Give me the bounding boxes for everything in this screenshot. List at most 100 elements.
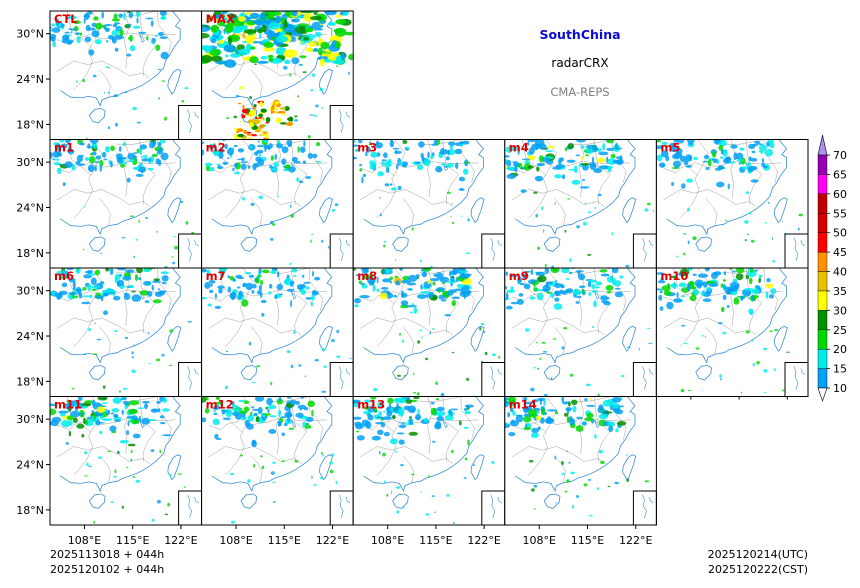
member-label: CTL <box>54 12 78 26</box>
lat-tick-label: 24°N <box>16 202 44 215</box>
lon-tick-label: 122°E <box>164 534 197 547</box>
colorbar-swatch <box>817 213 828 233</box>
lon-tick-label: 108°E <box>219 534 252 547</box>
coastline <box>211 11 333 107</box>
scs-inset <box>632 490 657 526</box>
radar-echo <box>201 396 341 524</box>
scs-inset <box>178 362 203 397</box>
member-label: m4 <box>509 141 529 155</box>
member-label: m6 <box>54 269 74 283</box>
radar-echo <box>201 139 345 266</box>
member-label: m14 <box>509 398 537 412</box>
radar-echo <box>50 11 196 139</box>
colorbar-label: 35 <box>833 285 847 298</box>
member-label: m1 <box>54 141 74 155</box>
member-label: m3 <box>357 141 377 155</box>
scs-inset <box>178 490 203 526</box>
colorbar-swatch <box>817 271 828 292</box>
system-label: CMA-REPS <box>550 85 609 99</box>
colorbar-swatch <box>817 251 828 272</box>
lon-tick-label: 115°E <box>571 534 604 547</box>
map-panel-max: MAX <box>201 10 354 140</box>
map-panel-m1: m1 <box>49 139 203 269</box>
map-panel-ctl: CTL <box>49 10 203 140</box>
colorbar-swatch <box>817 310 828 330</box>
scs-inset <box>481 362 506 397</box>
region-title: SouthChina <box>539 27 620 42</box>
scs-inset <box>784 362 809 397</box>
lat-tick-label: 18°N <box>16 247 44 260</box>
lon-tick-label: 122°E <box>467 534 500 547</box>
radar-echo <box>504 268 655 396</box>
member-label: m12 <box>206 398 234 412</box>
lon-tick-label: 115°E <box>268 534 301 547</box>
member-label: m8 <box>357 269 377 283</box>
colorbar-swatch <box>817 154 828 175</box>
member-label: m5 <box>660 141 680 155</box>
lon-tick-label: 108°E <box>68 534 101 547</box>
scs-inset <box>329 105 354 140</box>
map-panel-m9: m9 <box>504 267 657 397</box>
lat-tick-label: 24°N <box>16 330 44 343</box>
scs-inset <box>329 362 354 397</box>
lat-tick-label: 30°N <box>16 285 44 298</box>
map-panel-m10: m10 <box>655 267 809 397</box>
radar-echo <box>656 139 803 263</box>
map-panel-m5: m5 <box>655 139 809 269</box>
map-panel-m14: m14 <box>504 396 657 526</box>
colorbar-swatch <box>817 368 828 389</box>
map-panel-m12: m12 <box>201 396 354 526</box>
variable-title: radarCRX <box>551 56 608 70</box>
lat-tick-label: 30°N <box>16 156 44 169</box>
colorbar-label: 20 <box>833 343 847 356</box>
map-panel-m6: m6 <box>49 267 203 397</box>
colorbar-label: 45 <box>833 246 847 259</box>
coastline <box>363 268 484 364</box>
colorbar-swatch <box>817 290 828 311</box>
lon-tick-label: 115°E <box>116 534 149 547</box>
lon-tick-label: 108°E <box>523 534 556 547</box>
scs-inset <box>481 233 506 269</box>
member-label: MAX <box>206 12 235 26</box>
scs-inset <box>784 233 809 269</box>
map-panel-m4: m4 <box>504 139 657 269</box>
lat-tick-label: 30°N <box>16 413 44 426</box>
radar-echo <box>353 268 501 396</box>
radar-echo <box>504 139 655 268</box>
map-panel-m13: m13 <box>352 396 506 526</box>
scs-inset <box>329 490 354 526</box>
radar-echo <box>50 139 201 268</box>
valid-time-cst: 2025120222(CST) <box>708 563 808 576</box>
colorbar-label: 30 <box>833 304 847 317</box>
colorbar-label: 10 <box>833 382 847 395</box>
coastline <box>666 268 788 364</box>
coastline <box>363 396 484 493</box>
colorbar-label: 55 <box>833 207 847 220</box>
member-label: m13 <box>357 398 385 412</box>
map-panel-m3: m3 <box>352 139 506 269</box>
colorbar-label: 70 <box>833 149 847 162</box>
coastline <box>514 396 636 493</box>
init-time-line2: 2025120102 + 044h <box>50 563 164 576</box>
colorbar-label: 60 <box>833 188 847 201</box>
member-label: m9 <box>509 269 529 283</box>
coastline <box>211 139 333 236</box>
panel-frame <box>655 267 809 397</box>
init-time-line1: 2025113018 + 044h <box>50 548 164 561</box>
radar-echo <box>201 11 353 139</box>
colorbar-label: 15 <box>833 363 847 376</box>
lon-tick-label: 108°E <box>371 534 404 547</box>
lat-tick-label: 30°N <box>16 28 44 41</box>
scs-inset <box>481 490 506 526</box>
lat-tick-label: 18°N <box>16 504 44 517</box>
lat-tick-label: 18°N <box>16 118 44 131</box>
member-label: m7 <box>206 269 226 283</box>
colorbar-swatch <box>817 349 828 369</box>
colorbar-over-extend <box>817 134 828 156</box>
lon-tick-label: 122°E <box>619 534 652 547</box>
coastline <box>514 268 636 364</box>
scs-inset <box>632 233 657 269</box>
radar-echo <box>656 268 796 394</box>
radar-echo <box>50 268 193 393</box>
